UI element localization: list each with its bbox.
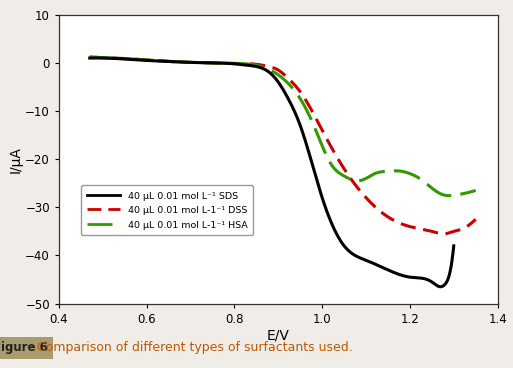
X-axis label: E/V: E/V: [267, 328, 290, 342]
Text: Comparison of different types of surfactants used.: Comparison of different types of surfact…: [37, 341, 353, 354]
Text: Figure 6: Figure 6: [0, 341, 48, 354]
Y-axis label: I/μA: I/μA: [8, 146, 23, 173]
Legend: 40 μL 0.01 mol L⁻¹ SDS, 40 μL 0.01 mol L-1⁻¹ DSS, 40 μL 0.01 mol L-1⁻¹ HSA: 40 μL 0.01 mol L⁻¹ SDS, 40 μL 0.01 mol L…: [81, 185, 253, 235]
